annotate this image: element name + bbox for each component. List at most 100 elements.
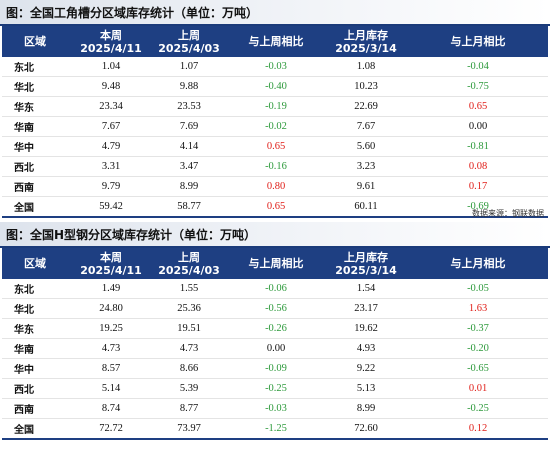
cell-region: 西南 [2, 398, 72, 419]
header-last-week-label: 上周 [178, 28, 200, 42]
cell-region: 东北 [2, 279, 72, 299]
header-last-week: 上周 2025/4/03 [150, 248, 228, 279]
title-divider [0, 246, 550, 248]
table-row: 西南 8.74 8.77 -0.03 8.99 -0.25 [2, 398, 548, 419]
cell-mom: -0.37 [408, 318, 548, 339]
cell-mom: 1.63 [408, 298, 548, 319]
cell-region: 西南 [2, 176, 72, 197]
header-last-week: 上周 2025/4/03 [150, 26, 228, 57]
cell-this-week: 3.31 [72, 156, 150, 177]
table-row: 华南 7.67 7.69 -0.02 7.67 0.00 [2, 116, 548, 137]
header-last-week-date: 2025/4/03 [158, 41, 220, 55]
cell-last-month: 22.69 [324, 96, 408, 117]
cell-last-week: 7.69 [150, 116, 228, 137]
cell-this-week: 9.48 [72, 76, 150, 97]
cell-last-month: 19.62 [324, 318, 408, 339]
cell-this-week: 24.80 [72, 298, 150, 319]
cell-region: 华北 [2, 298, 72, 319]
header-this-week-label: 本周 [100, 250, 122, 264]
cell-this-week: 8.74 [72, 398, 150, 419]
header-this-week: 本周 2025/4/11 [72, 248, 150, 279]
cell-mom: -0.65 [408, 358, 548, 379]
cell-last-week: 1.07 [150, 57, 228, 77]
table-row: 西北 5.14 5.39 -0.25 5.13 0.01 [2, 378, 548, 399]
cell-this-week: 1.04 [72, 57, 150, 77]
cell-region: 华东 [2, 318, 72, 339]
cell-wow: -0.19 [228, 96, 324, 117]
cell-mom: -0.81 [408, 136, 548, 157]
cell-this-week: 72.72 [72, 418, 150, 440]
table-row: 全国 59.42 58.77 0.65 60.11 -0.69 [2, 196, 548, 218]
table-row: 全国 72.72 73.97 -1.25 72.60 0.12 [2, 418, 548, 440]
cell-this-week: 4.73 [72, 338, 150, 359]
h-beam-inventory-table: 区域 本周 2025/4/11 上周 2025/4/03 与上周相比 上月库存 … [2, 248, 548, 440]
table-title: 图：全国工角槽分区域库存统计（单位：万吨） [0, 0, 550, 24]
cell-region: 华中 [2, 358, 72, 379]
cell-mom: -0.04 [408, 57, 548, 77]
cell-mom: 0.08 [408, 156, 548, 177]
cell-mom: 0.01 [408, 378, 548, 399]
cell-last-month: 10.23 [324, 76, 408, 97]
cell-wow: -0.06 [228, 279, 324, 299]
table-header-row: 区域 本周 2025/4/11 上周 2025/4/03 与上周相比 上月库存 … [2, 26, 548, 57]
header-last-month-date: 2025/3/14 [335, 263, 397, 277]
cell-mom: -0.69 [408, 196, 548, 218]
table-title: 图：全国H型钢分区域库存统计（单位：万吨） [0, 222, 550, 246]
cell-last-week: 8.99 [150, 176, 228, 197]
cell-last-week: 3.47 [150, 156, 228, 177]
cell-last-month: 3.23 [324, 156, 408, 177]
header-region: 区域 [24, 35, 46, 48]
table-row: 东北 1.04 1.07 -0.03 1.08 -0.04 [2, 57, 548, 77]
cell-wow: 0.65 [228, 196, 324, 218]
header-this-week: 本周 2025/4/11 [72, 26, 150, 57]
cell-this-week: 5.14 [72, 378, 150, 399]
data-source-note: 数据来源：钢联数据 [472, 209, 544, 218]
header-last-week-label: 上周 [178, 250, 200, 264]
angle-channel-inventory-section: 图：全国工角槽分区域库存统计（单位：万吨） 区域 本周 2025/4/11 上周… [0, 0, 550, 218]
cell-last-week: 4.14 [150, 136, 228, 157]
cell-last-week: 5.39 [150, 378, 228, 399]
cell-region: 西北 [2, 156, 72, 177]
header-mom: 与上月相比 [450, 257, 506, 270]
cell-mom: -0.05 [408, 279, 548, 299]
cell-last-month: 5.60 [324, 136, 408, 157]
cell-last-week: 58.77 [150, 196, 228, 218]
cell-last-week: 25.36 [150, 298, 228, 319]
cell-wow: -0.56 [228, 298, 324, 319]
cell-this-week: 19.25 [72, 318, 150, 339]
cell-region: 华南 [2, 338, 72, 359]
cell-last-week: 8.66 [150, 358, 228, 379]
header-last-month-label: 上月库存 [344, 28, 388, 42]
cell-wow: -0.03 [228, 398, 324, 419]
cell-region: 全国 [2, 418, 72, 440]
cell-last-month: 9.22 [324, 358, 408, 379]
table-row: 华东 19.25 19.51 -0.26 19.62 -0.37 [2, 318, 548, 339]
cell-last-week: 8.77 [150, 398, 228, 419]
table-row: 华南 4.73 4.73 0.00 4.93 -0.20 [2, 338, 548, 359]
cell-last-month: 1.08 [324, 57, 408, 77]
cell-last-week: 1.55 [150, 279, 228, 299]
table-row: 西北 3.31 3.47 -0.16 3.23 0.08 [2, 156, 548, 177]
table-row: 华中 4.79 4.14 0.65 5.60 -0.81 [2, 136, 548, 157]
header-this-week-label: 本周 [100, 28, 122, 42]
header-this-week-date: 2025/4/11 [80, 263, 142, 277]
table-row: 华中 8.57 8.66 -0.09 9.22 -0.65 [2, 358, 548, 379]
cell-wow: -0.16 [228, 156, 324, 177]
table-row: 华东 23.34 23.53 -0.19 22.69 0.65 [2, 96, 548, 117]
table-row: 华北 9.48 9.88 -0.40 10.23 -0.75 [2, 76, 548, 97]
title-divider [0, 24, 550, 26]
table-row: 西南 9.79 8.99 0.80 9.61 0.17 [2, 176, 548, 197]
cell-last-month: 7.67 [324, 116, 408, 137]
cell-mom: 0.17 [408, 176, 548, 197]
cell-wow: 0.80 [228, 176, 324, 197]
cell-last-week: 4.73 [150, 338, 228, 359]
cell-region: 华东 [2, 96, 72, 117]
cell-last-week: 19.51 [150, 318, 228, 339]
cell-region: 华南 [2, 116, 72, 137]
cell-last-week: 73.97 [150, 418, 228, 440]
cell-this-week: 59.42 [72, 196, 150, 218]
cell-mom: -0.20 [408, 338, 548, 359]
cell-region: 东北 [2, 57, 72, 77]
table-body: 东北 1.49 1.55 -0.06 1.54 -0.05 华北 24.80 25.36 -0.5… [2, 279, 548, 440]
cell-mom: 0.12 [408, 418, 548, 440]
